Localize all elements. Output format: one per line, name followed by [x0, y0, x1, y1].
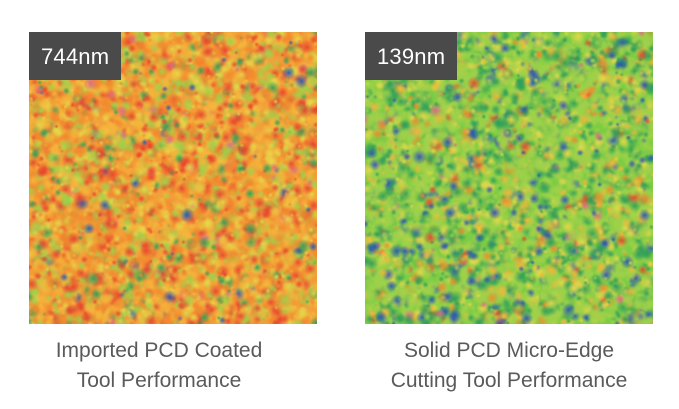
caption-line-2: Cutting Tool Performance: [390, 369, 628, 392]
roughness-heatmap-imported: [29, 32, 317, 324]
roughness-value-badge: 139nm: [365, 32, 458, 80]
surface-roughness-map-solid: 139nm: [365, 32, 653, 324]
roughness-value-badge: 744nm: [29, 32, 122, 80]
roughness-heatmap-solid: [365, 32, 653, 324]
caption-line-2: Tool Performance: [76, 369, 242, 392]
panel-caption: Solid PCD Micro-Edge Cutting Tool Perfor…: [347, 336, 671, 396]
surface-roughness-map-imported: 744nm: [29, 32, 317, 324]
caption-line-1: Imported PCD Coated: [55, 339, 263, 362]
panel-solid-pcd: 139nm Solid PCD Micro-Edge Cutting Tool …: [353, 0, 653, 409]
panel-caption: Imported PCD Coated Tool Performance: [0, 336, 321, 396]
caption-line-1: Solid PCD Micro-Edge: [403, 339, 615, 362]
panel-imported-pcd: 744nm Imported PCD Coated Tool Performan…: [17, 0, 317, 409]
